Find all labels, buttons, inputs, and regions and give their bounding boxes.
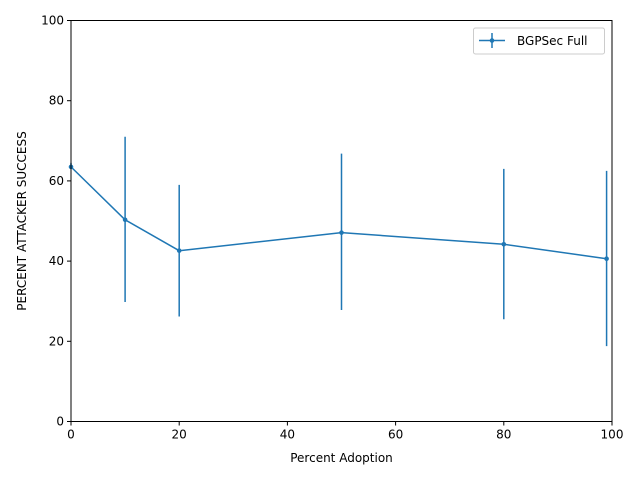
data-point xyxy=(339,230,344,235)
plot-frame xyxy=(70,20,613,422)
x-tick-label: 0 xyxy=(67,428,75,442)
data-point xyxy=(122,217,128,223)
x-tick-label: 80 xyxy=(496,428,511,442)
y-axis-label: PERCENT ATTACKER SUCCESS xyxy=(15,131,29,310)
x-tick-label: 40 xyxy=(280,428,295,442)
data-point xyxy=(501,241,507,247)
y-tick-label: 20 xyxy=(49,334,64,348)
series-line xyxy=(70,166,607,260)
y-tick-label: 0 xyxy=(56,415,64,429)
legend: BGPSec Full xyxy=(473,27,605,55)
x-tick-label: 100 xyxy=(601,428,624,442)
x-tick-label: 20 xyxy=(172,428,187,442)
y-tick-label: 40 xyxy=(49,254,64,268)
legend-entry-label: BGPSec Full xyxy=(517,34,588,48)
data-point xyxy=(176,248,182,253)
x-tick-label: 60 xyxy=(388,428,403,442)
x-axis-ticks: 0 20 40 60 80 100 xyxy=(67,421,624,442)
legend-marker-sample xyxy=(489,38,495,43)
data-point xyxy=(604,256,609,261)
legend-box xyxy=(473,27,605,55)
series-layer xyxy=(68,136,609,347)
y-tick-label: 60 xyxy=(49,174,64,188)
y-tick-label: 100 xyxy=(41,14,64,28)
x-axis-label: Percent Adoption xyxy=(290,451,393,465)
y-tick-label: 80 xyxy=(49,94,64,108)
y-axis-ticks: 0 20 40 60 80 100 xyxy=(41,14,71,429)
